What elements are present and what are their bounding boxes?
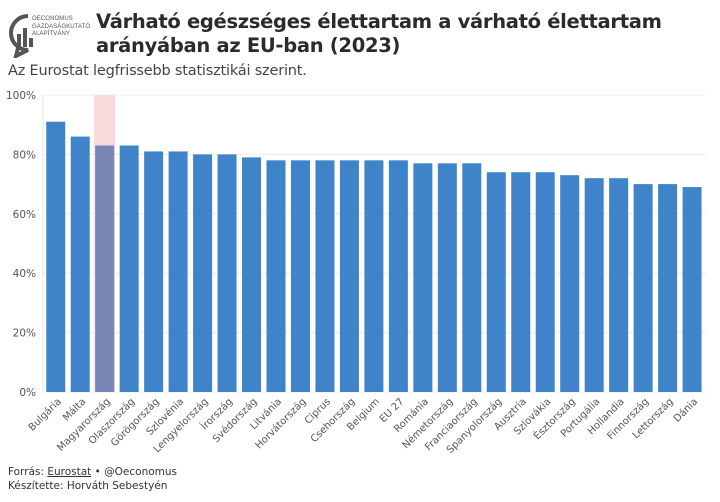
bar-19 — [511, 172, 531, 392]
chart-title: Várható egészséges élettartam a várható … — [96, 10, 662, 57]
bar-8 — [242, 157, 262, 392]
y-tick-label: 20% — [13, 328, 36, 340]
bar-24 — [633, 184, 653, 392]
bar-21 — [560, 175, 580, 392]
bar-16 — [437, 163, 457, 392]
y-tick-label: 100% — [6, 90, 36, 102]
eurostat-link[interactable]: Eurostat — [47, 466, 92, 478]
bar-4 — [144, 151, 164, 392]
logo-line: OECONOMUS — [32, 16, 73, 22]
logo-text: OECONOMUS GAZDASÁGKUTATÓ ALAPÍTVÁNY — [32, 16, 90, 39]
bar-5 — [168, 151, 188, 392]
y-tick-label: 40% — [13, 268, 36, 280]
bar-12 — [339, 160, 359, 392]
source-line: Forrás: Eurostat • @Oeconomus — [8, 465, 177, 479]
bar-23 — [609, 178, 629, 392]
bar-1 — [70, 136, 90, 392]
bar-22 — [584, 178, 604, 392]
bar-26 — [682, 187, 702, 392]
bar-3 — [119, 145, 139, 392]
bar-7 — [217, 154, 237, 392]
x-tick-label: Bulgária — [26, 396, 64, 434]
bar-25 — [658, 184, 678, 392]
bar-11 — [315, 160, 335, 392]
y-tick-label: 60% — [13, 209, 36, 221]
logo-line: GAZDASÁGKUTATÓ — [32, 23, 91, 30]
bar-17 — [462, 163, 482, 392]
bar-6 — [193, 154, 213, 392]
chart-subtitle: Az Eurostat legfrissebb statisztikái sze… — [8, 63, 307, 79]
y-tick-label: 80% — [13, 149, 36, 161]
bar-14 — [388, 160, 408, 392]
bar-20 — [535, 172, 555, 392]
bar-13 — [364, 160, 384, 392]
source-prefix: Forrás: — [8, 466, 48, 478]
footer: Forrás: Eurostat • @Oeconomus Készítette… — [8, 465, 177, 493]
bar-9 — [266, 160, 286, 392]
bar-2 — [95, 145, 115, 392]
bar-18 — [486, 172, 506, 392]
logo-line: ALAPÍTVÁNY — [32, 31, 71, 37]
bar-10 — [290, 160, 310, 392]
author-line: Készítette: Horváth Sebestyén — [8, 480, 168, 492]
oeconomus-logo-icon — [9, 14, 33, 58]
source-suffix: • @Oeconomus — [91, 466, 178, 478]
x-tick-label: Dánia — [671, 396, 700, 425]
bar-0 — [46, 121, 66, 392]
bar-15 — [413, 163, 433, 392]
y-tick-label: 0% — [19, 387, 36, 399]
